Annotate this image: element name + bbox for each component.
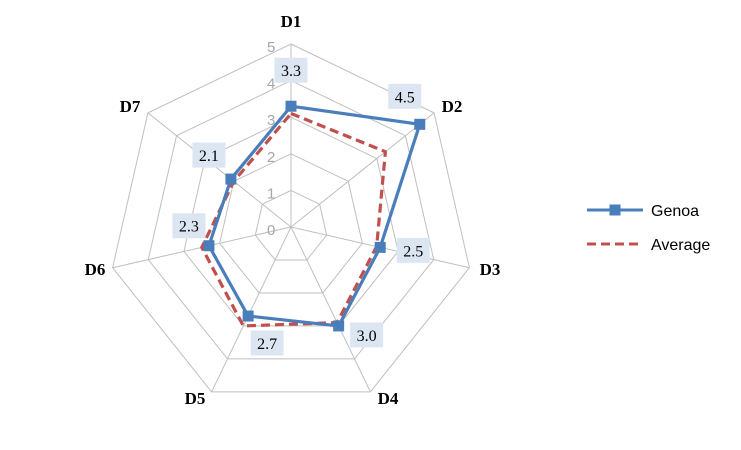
data-label-d2: 4.5 bbox=[395, 89, 415, 106]
data-label-d6: 2.3 bbox=[179, 219, 199, 236]
tick-label: 4 bbox=[267, 76, 275, 93]
category-labels: D1 D2 D3 D4 D5 D6 D7 bbox=[85, 12, 501, 408]
data-label-box bbox=[250, 330, 284, 356]
tick-label: 5 bbox=[267, 39, 275, 56]
grid-spoke bbox=[290, 226, 371, 393]
category-label-d4: D4 bbox=[378, 389, 399, 408]
grid-ring bbox=[254, 189, 328, 261]
legend-label-genoa: Genoa bbox=[651, 203, 699, 220]
data-label-box bbox=[192, 142, 226, 168]
tick-label: 3 bbox=[267, 112, 275, 129]
data-label-d4: 3.0 bbox=[357, 328, 377, 345]
point-genoa-d1 bbox=[285, 100, 297, 112]
category-label-d5: D5 bbox=[185, 389, 206, 408]
legend-item-genoa: Genoa bbox=[587, 203, 699, 220]
category-label-d3: D3 bbox=[480, 260, 501, 279]
data-label-box bbox=[274, 57, 308, 83]
tick-label: 0 bbox=[267, 222, 275, 239]
series-layer bbox=[200, 100, 426, 332]
data-label-box bbox=[350, 322, 384, 348]
data-labels: 3.3 4.5 2.5 3.0 2.7 2.3 2.1 bbox=[172, 57, 430, 356]
point-genoa-d5 bbox=[242, 310, 254, 322]
data-label-d5: 2.7 bbox=[257, 336, 277, 353]
point-genoa-d2 bbox=[414, 118, 426, 130]
grid-ring bbox=[183, 116, 399, 327]
category-label-d6: D6 bbox=[85, 260, 106, 279]
category-label-d1: D1 bbox=[281, 12, 302, 31]
point-genoa-d7 bbox=[225, 173, 237, 185]
data-label-d3: 2.5 bbox=[403, 243, 423, 260]
data-label-box bbox=[172, 213, 206, 239]
legend-label-average: Average bbox=[651, 237, 710, 254]
grid-spoke bbox=[147, 112, 292, 228]
grid-spoke bbox=[211, 226, 292, 393]
tick-label: 1 bbox=[267, 185, 275, 202]
series-line-genoa bbox=[207, 104, 422, 328]
legend-item-average: Average bbox=[587, 237, 710, 254]
legend-marker-genoa bbox=[609, 204, 621, 216]
point-genoa-d3 bbox=[374, 241, 386, 253]
legend: Genoa Average bbox=[587, 203, 710, 254]
data-label-box bbox=[396, 237, 430, 263]
data-label-d1: 3.3 bbox=[281, 63, 301, 80]
grid-ring bbox=[219, 153, 363, 294]
grid-ring bbox=[112, 43, 470, 393]
grid-spoke bbox=[290, 112, 435, 228]
data-label-box bbox=[388, 83, 422, 109]
tick-label: 2 bbox=[267, 149, 275, 166]
radial-tick-labels: 0 1 2 3 4 5 bbox=[267, 39, 275, 239]
series-line-average bbox=[200, 111, 388, 328]
data-label-d7: 2.1 bbox=[199, 148, 219, 165]
point-genoa-d6 bbox=[203, 240, 215, 252]
category-label-d2: D2 bbox=[442, 97, 463, 116]
category-label-d7: D7 bbox=[120, 97, 141, 116]
point-genoa-d4 bbox=[333, 320, 345, 332]
